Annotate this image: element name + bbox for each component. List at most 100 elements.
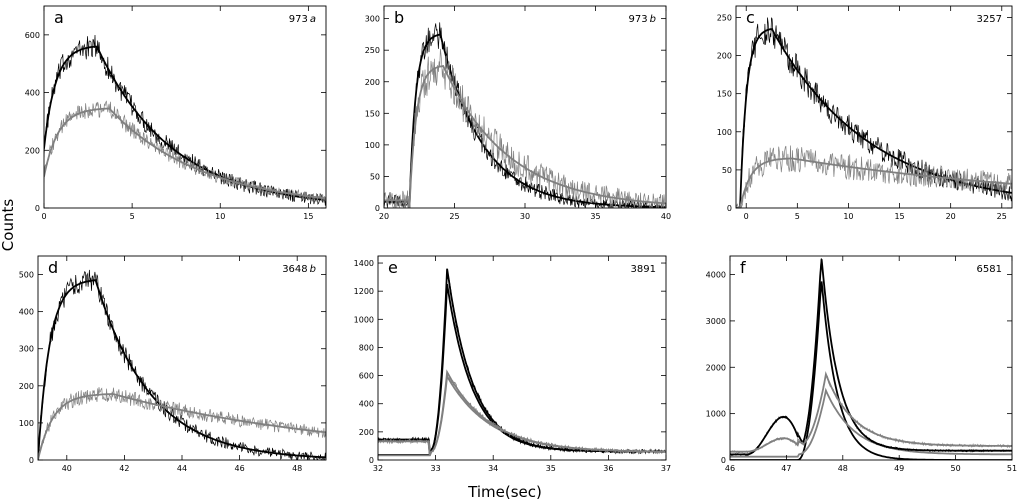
y-tick-label: 0 (369, 456, 374, 465)
series-e-2 (378, 269, 666, 455)
burst-id: 973 b (629, 14, 656, 25)
x-tick-label: 33 (431, 464, 441, 473)
burst-id: 3891 (631, 264, 656, 275)
series-a-1 (44, 100, 326, 203)
panel-e: 32 33 34 35 36 37 0 200 400 600 800 1000 1200 1400 e 38… (354, 255, 671, 473)
y-tick-label: 50 (370, 172, 380, 181)
x-tick-label: 20 (946, 212, 956, 221)
y-tick-label: 200 (717, 52, 732, 61)
panel-letter: f (740, 258, 746, 277)
x-tick-label: 5 (795, 212, 800, 221)
fit-d-0 (38, 279, 326, 460)
x-tick-label: 44 (177, 464, 187, 473)
y-tick-label: 400 (19, 308, 34, 317)
x-tick-label: 30 (520, 212, 530, 221)
y-tick-label: 400 (25, 89, 40, 98)
x-tick-label: 34 (488, 464, 498, 473)
fit-a-1 (44, 107, 326, 200)
x-tick-label: 10 (843, 212, 853, 221)
burst-id: 973 a (289, 14, 316, 25)
y-tick-label: 250 (365, 46, 380, 55)
y-tick-label: 1400 (354, 259, 374, 268)
fit-e-3 (378, 369, 666, 456)
y-tick-label: 50 (722, 166, 732, 175)
y-tick-label: 0 (721, 456, 726, 465)
y-tick-label: 200 (359, 428, 374, 437)
plot-frame (43, 5, 327, 209)
panel-letter: e (388, 258, 398, 277)
x-axis-label: Time(sec) (467, 483, 542, 501)
x-tick-label: 48 (838, 464, 848, 473)
series-d-0 (38, 269, 326, 460)
x-tick-label: 36 (603, 464, 613, 473)
y-tick-label: 0 (375, 204, 380, 213)
y-axis-label: Counts (0, 199, 17, 252)
y-tick-label: 400 (359, 400, 374, 409)
plot-frame (729, 255, 1013, 461)
fit-b-1 (384, 65, 666, 208)
x-tick-label: 25 (449, 212, 459, 221)
x-tick-label: 20 (379, 212, 389, 221)
y-tick-label: 0 (35, 204, 40, 213)
panel-letter: c (746, 8, 755, 27)
y-tick-label: 100 (717, 128, 732, 137)
series-b-1 (384, 48, 666, 208)
x-tick-label: 35 (590, 212, 600, 221)
series-e-1 (378, 373, 666, 457)
panel-letter: b (394, 8, 404, 27)
x-tick-label: 25 (997, 212, 1007, 221)
series-c-1 (736, 145, 1012, 208)
x-tick-label: 42 (119, 464, 129, 473)
y-tick-label: 0 (727, 204, 732, 213)
x-tick-label: 48 (292, 464, 302, 473)
series-f-0 (730, 281, 1012, 460)
x-tick-label: 0 (744, 212, 749, 221)
fit-c-1 (736, 157, 1012, 208)
y-tick-label: 1000 (354, 315, 374, 324)
y-tick-label: 200 (365, 78, 380, 87)
panel-letter: d (48, 258, 58, 277)
y-tick-label: 200 (25, 146, 40, 155)
x-tick-label: 51 (1007, 464, 1017, 473)
y-tick-label: 150 (365, 109, 380, 118)
x-tick-label: 40 (62, 464, 72, 473)
y-tick-label: 1200 (354, 287, 374, 296)
fit-f-3 (730, 370, 1012, 453)
y-tick-label: 200 (19, 382, 34, 391)
series-d-1 (38, 387, 326, 460)
panel-letter: a (54, 8, 64, 27)
x-tick-label: 46 (725, 464, 735, 473)
y-tick-label: 150 (717, 90, 732, 99)
x-tick-label: 37 (661, 464, 671, 473)
x-tick-label: 32 (373, 464, 383, 473)
y-tick-label: 3000 (706, 317, 726, 326)
x-tick-label: 40 (661, 212, 671, 221)
y-tick-label: 100 (19, 419, 34, 428)
series-f-1 (730, 387, 1012, 458)
x-tick-label: 47 (781, 464, 791, 473)
x-tick-label: 15 (303, 212, 313, 221)
y-tick-label: 0 (29, 456, 34, 465)
y-tick-label: 1000 (706, 410, 726, 419)
y-tick-label: 500 (19, 271, 34, 280)
series-b-0 (384, 22, 666, 208)
x-tick-label: 0 (41, 212, 46, 221)
x-tick-label: 15 (894, 212, 904, 221)
x-tick-label: 49 (894, 464, 904, 473)
burst-id: 3648 b (282, 264, 316, 275)
plot-frame (735, 5, 1013, 209)
fit-d-1 (38, 393, 326, 460)
fit-b-0 (384, 33, 666, 208)
y-tick-label: 800 (359, 343, 374, 352)
plot-frame (377, 255, 667, 461)
series-a-0 (44, 34, 326, 206)
y-tick-label: 300 (365, 15, 380, 24)
y-tick-label: 600 (359, 372, 374, 381)
x-tick-label: 46 (235, 464, 245, 473)
x-tick-label: 35 (546, 464, 556, 473)
